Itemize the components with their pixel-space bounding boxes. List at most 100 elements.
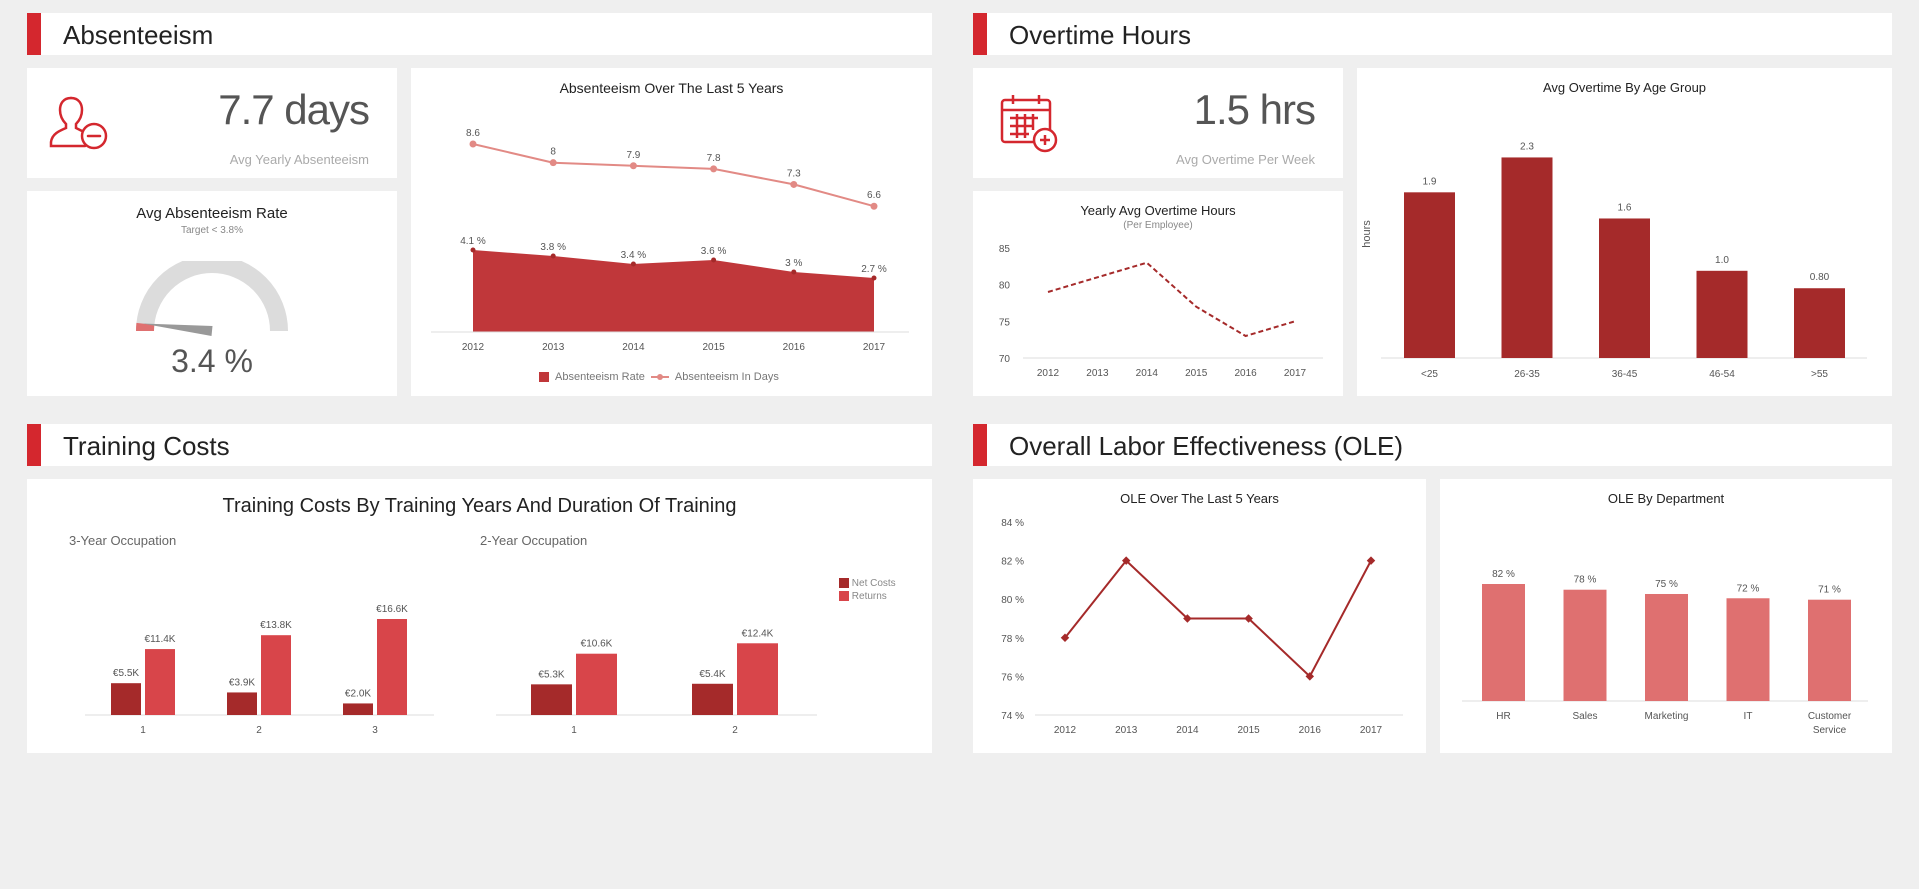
data-point — [871, 275, 877, 281]
data-label: 1.0 — [1715, 255, 1729, 266]
data-label: 3.6 % — [701, 246, 727, 257]
chart-subtitle: Target < 3.8% — [181, 225, 243, 236]
data-point — [790, 180, 798, 188]
accent-bar — [27, 13, 41, 55]
chart-title: Yearly Avg Overtime Hours — [1080, 203, 1236, 218]
data-point — [549, 159, 557, 167]
x-tick-label: 2016 — [783, 342, 806, 353]
accent-bar — [973, 13, 987, 55]
ole-line-panel: OLE Over The Last 5 Years 84 % 82 % 80 % 78… — [973, 479, 1426, 753]
data-point — [1121, 556, 1131, 565]
x-tick-label: Marketing — [1645, 711, 1689, 722]
bar-returns — [576, 653, 617, 715]
x-tick-label: Customer — [1808, 711, 1852, 722]
data-label: 1.6 — [1618, 202, 1632, 213]
bar — [1726, 598, 1770, 701]
overtime-line-chart: 85 80 75 70 2012 2013 2014 2015 2016 2017 — [999, 244, 1323, 379]
data-label: 3 % — [785, 258, 802, 269]
section-title: Overall Labor Effectiveness (OLE) — [1009, 431, 1404, 461]
line-series — [1064, 559, 1372, 679]
data-label: €5.3K — [538, 669, 564, 680]
section-header-ole: Overall Labor Effectiveness (OLE) — [973, 424, 1892, 466]
legend-label: Net Costs — [851, 578, 896, 589]
y-tick-label: 70 — [999, 354, 1011, 365]
kpi-label: Avg Yearly Absenteeism — [229, 152, 369, 167]
chart-title: OLE Over The Last 5 Years — [1120, 491, 1279, 506]
data-label: 78 % — [1574, 575, 1597, 586]
bar-returns — [737, 643, 778, 715]
data-point — [711, 257, 717, 263]
data-label: €11.4K — [145, 634, 176, 645]
x-tick-label: 2015 — [1185, 368, 1208, 379]
legend-label: Absenteeism Rate — [555, 371, 645, 383]
x-tick-label: 1 — [571, 725, 577, 736]
data-label: €5.4K — [699, 669, 725, 680]
overtime-age-panel: Avg Overtime By Age Group 1.9 <25 2.3 26-35… — [1357, 68, 1892, 396]
group-title: 2-Year Occupation — [480, 533, 588, 548]
bar — [1563, 589, 1607, 701]
x-tick-label: <25 — [1421, 369, 1438, 380]
x-tick-label: 2013 — [1086, 368, 1109, 379]
data-label: €10.6K — [581, 639, 613, 650]
x-tick-label: Sales — [1572, 711, 1597, 722]
x-tick-label: 2017 — [1360, 725, 1383, 736]
bar — [1482, 584, 1525, 701]
chart-title: Avg Overtime By Age Group — [1542, 80, 1707, 95]
x-tick-label: 46-54 — [1709, 369, 1735, 380]
y-tick-label: 80 % — [1001, 595, 1024, 606]
y-tick-label: 74 % — [1001, 711, 1024, 722]
kpi-value: 7.7 days — [218, 86, 370, 133]
data-label: 0.80 — [1810, 272, 1830, 283]
data-label: 72 % — [1737, 583, 1760, 594]
x-tick-label: Service — [1813, 725, 1847, 736]
y-tick-label: 78 % — [1001, 634, 1024, 645]
gauge-panel: Avg Absenteeism Rate Target < 3.8% 3.4 % — [27, 191, 397, 396]
x-tick-label: 3 — [372, 725, 378, 736]
bar — [1696, 270, 1748, 358]
x-tick-label: 1 — [140, 725, 146, 736]
data-label: 4.1 % — [460, 236, 486, 247]
data-point — [469, 140, 477, 148]
bar-returns — [145, 649, 175, 715]
chart-subtitle: (Per Employee) — [1123, 220, 1193, 231]
section-header-training: Training Costs — [27, 424, 932, 466]
chart-legend: Absenteeism Rate Absenteeism In Days — [539, 371, 779, 383]
legend-label: Returns — [851, 591, 887, 602]
data-label: 6.6 — [867, 190, 881, 201]
kpi-overtime-card: 1.5 hrs Avg Overtime Per Week — [973, 68, 1343, 178]
absenteeism-chart: 4.1 % 3.8 % 3.4 % 3.6 % 3 % 2.7 % 8.6 8 7.9 7.8 7.… — [431, 128, 909, 353]
training-panel: Training Costs By Training Years And Dur… — [27, 479, 932, 753]
x-tick-label: 2016 — [1299, 725, 1322, 736]
x-tick-label: 36-45 — [1612, 369, 1638, 380]
data-point — [870, 202, 878, 210]
overtime-age-chart: 1.9 <25 2.3 26-35 1.6 36-45 1.0 46-54 0.80 >55 — [1381, 141, 1867, 380]
line-series — [1047, 261, 1296, 338]
y-tick-label: 76 % — [1001, 672, 1024, 683]
data-point — [1366, 556, 1376, 565]
data-label: 7.3 — [787, 168, 801, 179]
legend-swatch — [539, 372, 549, 382]
area-series — [473, 250, 874, 332]
bar-net-costs — [227, 692, 257, 715]
data-label: 71 % — [1818, 585, 1841, 596]
kpi-absenteeism-card: 7.7 days Avg Yearly Absenteeism — [27, 68, 397, 178]
accent-bar — [27, 424, 41, 466]
chart-title: Avg Absenteeism Rate — [136, 205, 288, 222]
data-label: €3.9K — [229, 677, 255, 688]
x-tick-label: 2014 — [1176, 725, 1199, 736]
y-tick-label: 85 — [999, 244, 1011, 255]
ole-line-chart: 84 % 82 % 80 % 78 % 76 % 74 % 2012 2013 2014 2015… — [1001, 518, 1403, 736]
data-label: €13.8K — [260, 620, 292, 631]
line-series — [472, 143, 875, 208]
chart-title: Training Costs By Training Years And Dur… — [222, 495, 737, 517]
gauge-needle — [142, 323, 213, 336]
kpi-label: Avg Overtime Per Week — [1176, 152, 1315, 167]
data-label: €12.4K — [742, 628, 774, 639]
bar — [1808, 599, 1851, 701]
bar — [1404, 192, 1455, 358]
kpi-value: 1.5 hrs — [1193, 86, 1316, 133]
x-tick-label: 2012 — [1037, 368, 1060, 379]
data-point — [470, 247, 476, 253]
bar — [1645, 593, 1688, 701]
x-tick-label: 2 — [256, 725, 262, 736]
